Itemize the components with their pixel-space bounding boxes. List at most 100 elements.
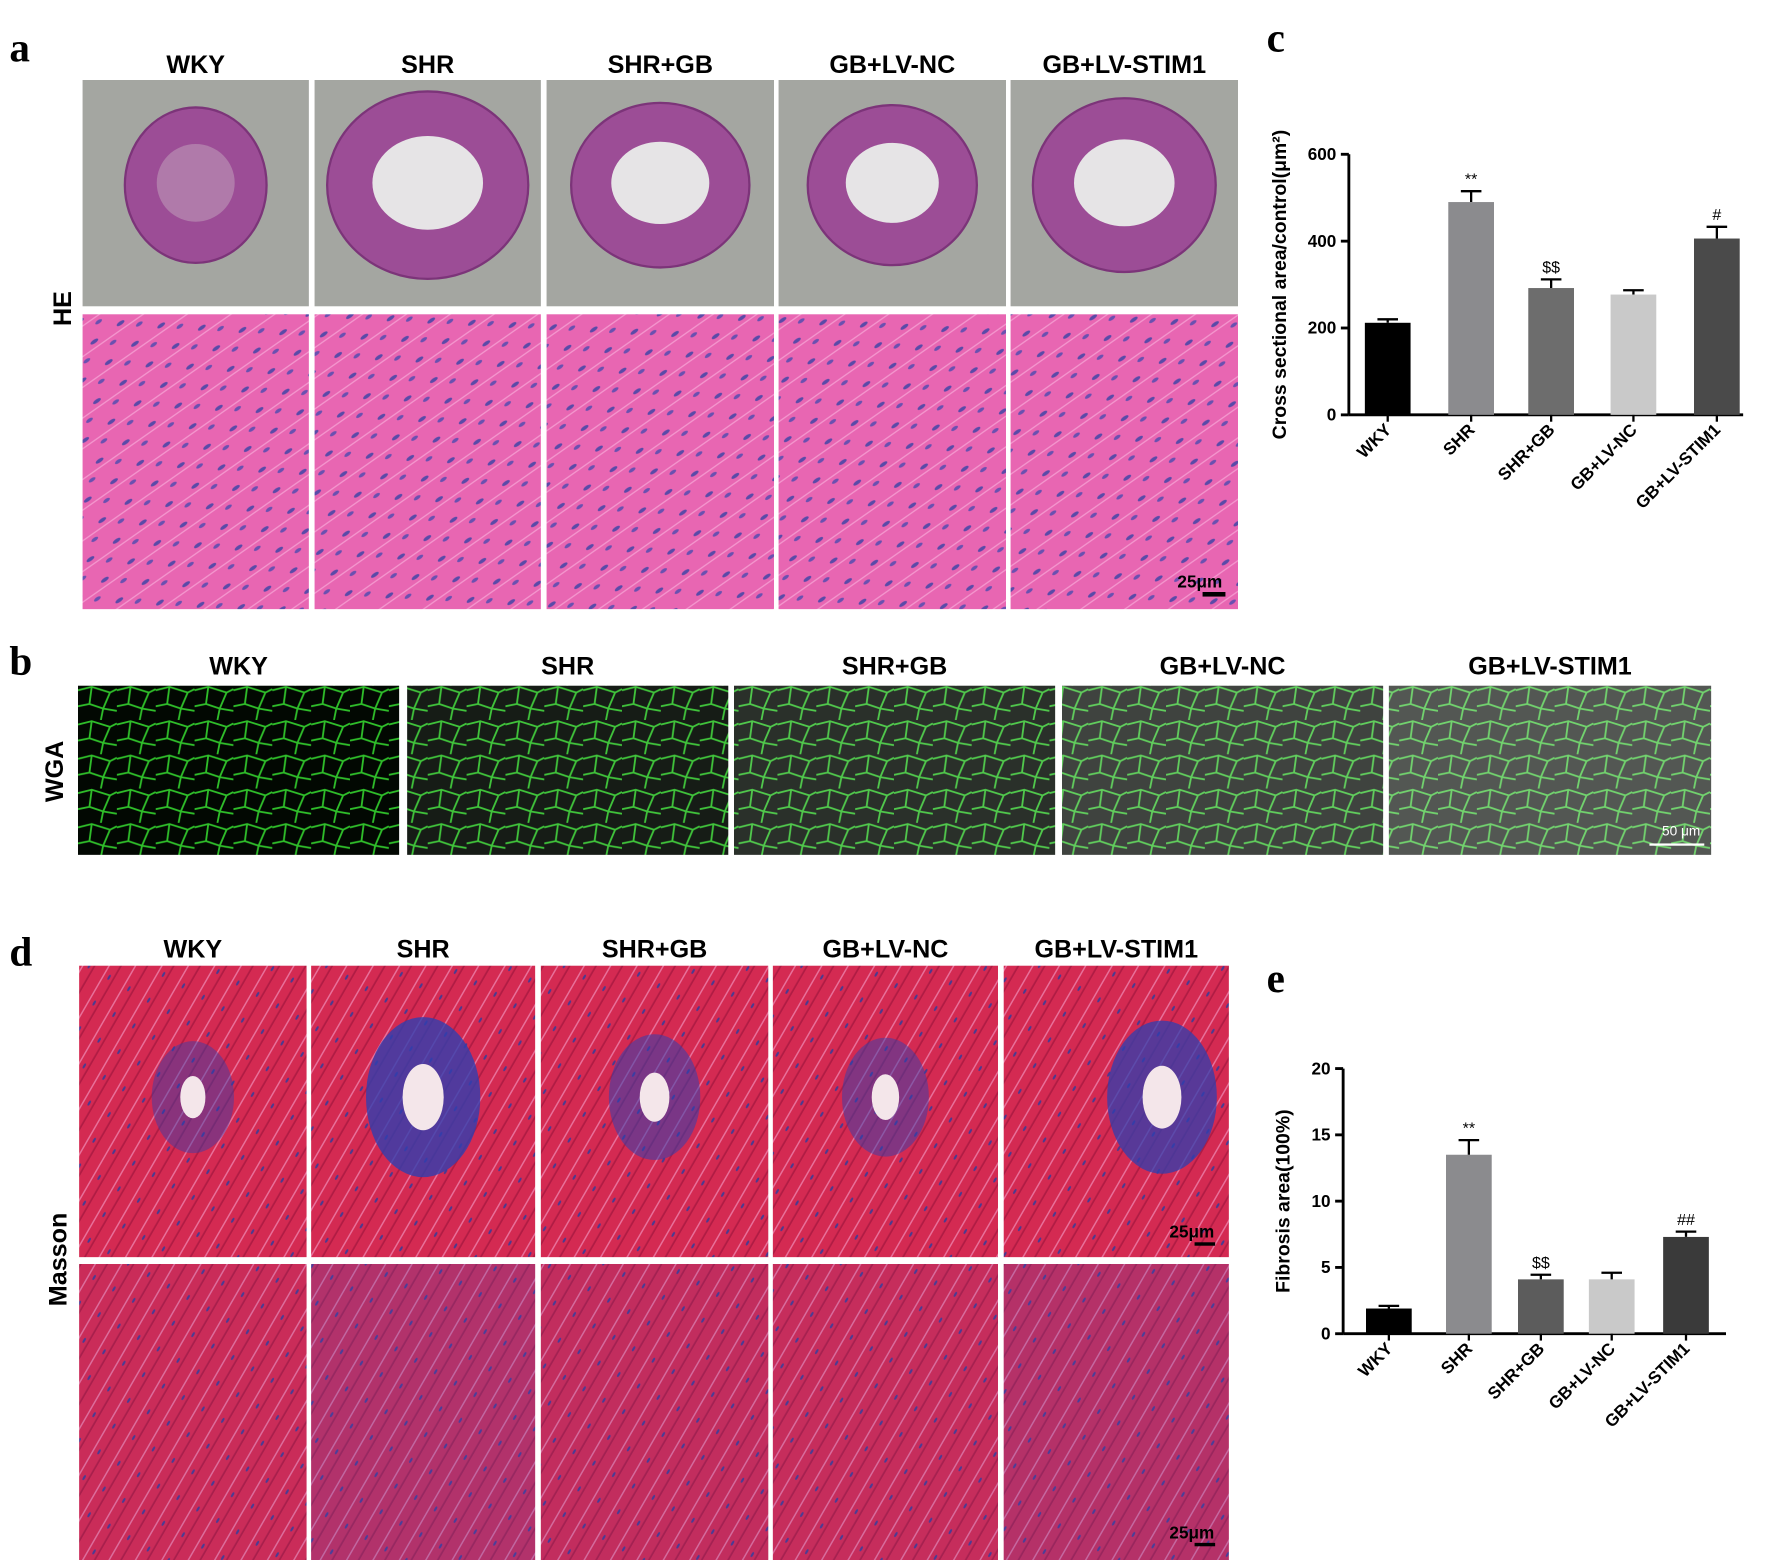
scale-bar-label: 25μm <box>1177 571 1222 591</box>
significance-mark: $$ <box>1532 1255 1550 1272</box>
micrograph <box>778 314 1006 610</box>
group-header: WKY <box>166 51 225 79</box>
bar <box>1610 294 1657 415</box>
scale-bar <box>1649 843 1705 846</box>
micrograph <box>311 1264 536 1560</box>
error-bar <box>1623 289 1644 295</box>
group-header: GB+LV-STIM1 <box>1468 652 1632 680</box>
group-header: WKY <box>164 936 223 964</box>
lumen <box>402 1064 444 1131</box>
group-header: SHR+GB <box>602 936 707 964</box>
scale-bar <box>1194 1242 1216 1246</box>
bar <box>1694 238 1740 415</box>
error-bar <box>1530 1273 1552 1280</box>
bar <box>1518 1279 1564 1334</box>
significance-mark: ** <box>1463 1120 1475 1137</box>
y-tick-label: 0 <box>1327 405 1337 425</box>
group-header: SHR+GB <box>608 51 713 79</box>
y-tick-label: 5 <box>1321 1257 1331 1277</box>
panel-label: d <box>9 929 32 975</box>
group-header: GB+LV-NC <box>822 936 948 964</box>
lumen <box>156 144 235 222</box>
x-tick-label: SHR <box>1437 1338 1477 1378</box>
error-bar <box>1601 1271 1622 1280</box>
micrograph <box>78 685 400 855</box>
stain-label: HE <box>49 291 77 326</box>
lumen <box>639 1072 670 1122</box>
micrograph <box>1003 1264 1229 1560</box>
bar <box>1588 1279 1635 1334</box>
micrograph <box>772 1264 998 1560</box>
error-bar <box>1540 278 1562 289</box>
error-bar <box>1706 225 1728 239</box>
lumen <box>845 142 939 223</box>
y-axis-label: Cross sectional area/control(μm²) <box>1269 130 1291 440</box>
micrograph <box>1062 685 1384 855</box>
y-axis-label: Fibrosis area(100%) <box>1272 1109 1294 1292</box>
significance-mark: # <box>1712 207 1721 224</box>
scale-bar <box>1194 1542 1216 1547</box>
fibrosis-overlay <box>79 1264 307 1560</box>
panel-label: a <box>9 25 30 71</box>
scale-bar-label: 25μm <box>1169 1222 1214 1242</box>
y-tick-label: 200 <box>1308 318 1337 338</box>
lumen <box>871 1074 900 1120</box>
error-bar <box>1460 190 1482 203</box>
scale-bar <box>1202 592 1226 597</box>
scale-bar-label: 25μm <box>1169 1522 1214 1542</box>
x-tick-label: SHR+GB <box>1494 420 1559 485</box>
x-tick-label: WKY <box>1354 1338 1397 1381</box>
x-tick-label: GB+LV-NC <box>1544 1338 1619 1413</box>
significance-mark: $$ <box>1542 260 1560 277</box>
x-tick-label: GB+LV-NC <box>1566 420 1641 495</box>
bar <box>1364 322 1411 415</box>
group-header: SHR <box>397 936 450 964</box>
panel-label: b <box>9 637 32 683</box>
bar <box>1663 1236 1709 1334</box>
micrograph <box>314 314 541 610</box>
micrograph <box>734 685 1056 855</box>
group-header: WKY <box>209 652 268 680</box>
y-tick-label: 20 <box>1312 1058 1331 1078</box>
group-header: GB+LV-NC <box>1160 652 1286 680</box>
bar <box>1366 1308 1412 1334</box>
error-bar <box>1675 1230 1697 1237</box>
bar <box>1528 288 1574 415</box>
y-tick-label: 15 <box>1312 1125 1332 1145</box>
x-tick-label: SHR+GB <box>1483 1338 1548 1403</box>
micrograph <box>82 314 309 610</box>
fibrosis-overlay <box>311 1264 536 1560</box>
stain-label: WGA <box>41 741 69 802</box>
y-tick-label: 600 <box>1308 144 1337 164</box>
micrograph <box>540 1264 769 1560</box>
micrograph <box>546 314 774 610</box>
significance-mark: ** <box>1465 171 1477 188</box>
y-tick-label: 10 <box>1312 1191 1331 1211</box>
error-bar <box>1458 1139 1480 1155</box>
x-tick-label: SHR <box>1439 419 1479 459</box>
bar <box>1448 202 1494 415</box>
y-tick-label: 400 <box>1308 231 1337 251</box>
group-header: GB+LV-NC <box>829 51 955 79</box>
lumen <box>372 136 484 230</box>
group-header: SHR+GB <box>842 652 947 680</box>
micrograph <box>79 1264 307 1560</box>
micrograph <box>407 685 729 855</box>
panel-label: c <box>1267 14 1285 60</box>
lumen <box>180 1076 206 1119</box>
fibrosis-overlay <box>540 1264 769 1560</box>
y-tick-label: 0 <box>1321 1323 1331 1343</box>
stain-label: Masson <box>45 1213 73 1307</box>
lumen <box>611 141 710 224</box>
error-bar <box>1377 318 1398 323</box>
fibrosis-overlay <box>1003 1264 1229 1560</box>
lumen <box>1142 1065 1182 1129</box>
group-header: GB+LV-STIM1 <box>1034 936 1198 964</box>
fibrosis-overlay <box>772 1264 998 1560</box>
scale-bar-label: 50 μm <box>1662 823 1700 838</box>
lumen <box>1074 139 1175 227</box>
group-header: GB+LV-STIM1 <box>1042 51 1206 79</box>
panel-label: e <box>1267 955 1285 1001</box>
x-tick-label: GB+LV-STIM1 <box>1631 419 1724 512</box>
